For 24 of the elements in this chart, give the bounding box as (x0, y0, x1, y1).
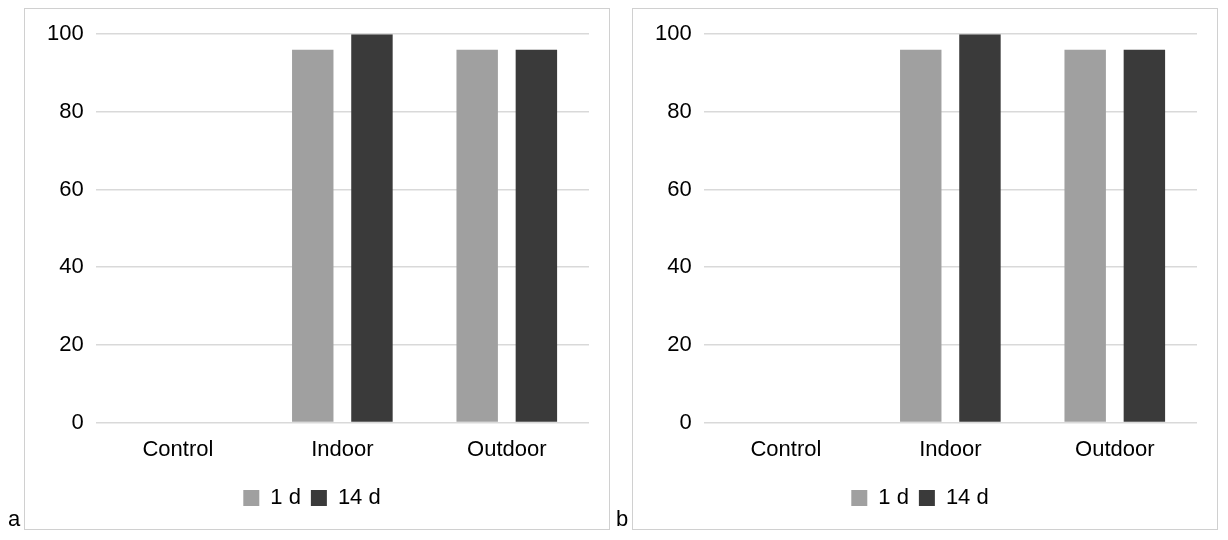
legend-label: 14 d (337, 484, 381, 510)
y-tick-label: 100 (46, 20, 84, 46)
legend-label: 1 d (270, 484, 301, 510)
y-tick-label: 100 (654, 20, 692, 46)
y-tick-label: 20 (667, 330, 692, 356)
x-tick-label: Outdoor (1075, 435, 1155, 461)
y-tick-label: 60 (667, 175, 692, 201)
y-tick-label: 20 (59, 330, 84, 356)
text: b (616, 506, 629, 531)
text: a (8, 506, 21, 531)
y-tick-label: 80 (667, 97, 692, 123)
x-tick-label: Indoor (919, 435, 982, 461)
x-tick-label: Indoor (311, 435, 374, 461)
x-tick-label: Control (142, 435, 214, 461)
y-tick-label: 0 (71, 408, 84, 434)
legend-label: 1 d (878, 484, 909, 510)
legend-label: 14 d (945, 484, 989, 510)
x-tick-label: Outdoor (467, 435, 547, 461)
x-tick-label: Control (750, 435, 822, 461)
y-tick-label: 0 (679, 408, 692, 434)
y-tick-label: 60 (59, 175, 84, 201)
y-tick-label: 40 (59, 253, 84, 279)
y-tick-label: 40 (667, 253, 692, 279)
y-tick-label: 80 (59, 97, 84, 123)
